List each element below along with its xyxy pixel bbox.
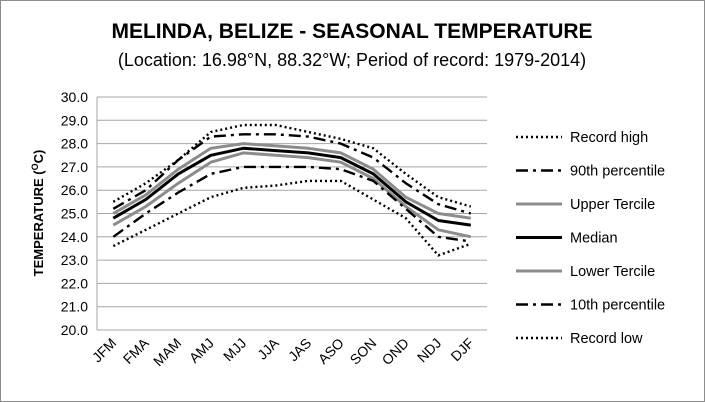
y-tick-label: 29.0 [61,112,88,128]
legend-label: Median [570,231,618,247]
y-tick-label: 28.0 [61,136,88,152]
series-line [112,151,472,239]
y-tick-label: 30.0 [61,89,88,105]
x-tick-label: JJA [254,334,282,362]
x-tick-label: MJJ [220,335,249,364]
y-axis-label-main: TEMPERATURE ( [31,170,46,277]
legend-label: Upper Tercile [570,197,655,213]
y-tick-label: 24.0 [61,229,88,245]
legend-label: Record low [570,331,643,347]
y-tick-label: 21.0 [61,299,88,315]
series-line [112,165,471,243]
x-tick-label: DJF [447,335,476,364]
x-tick-label: OND [379,335,412,368]
legend-label: Lower Tercile [570,264,655,280]
series-line [112,179,472,257]
x-tick-label: NDJ [414,335,445,366]
y-axis-label-tail: C) [31,150,46,164]
x-tick-label: JAS [285,335,314,364]
y-tick-label: 25.0 [61,206,88,222]
series-line [112,142,472,220]
gridlines [96,96,487,331]
series-line [112,146,472,227]
legend-label: 90th percentile [570,164,665,180]
y-tick-label: 23.0 [61,252,88,268]
series-line [112,123,472,208]
y-axis-label: TEMPERATURE (OC) [30,150,46,277]
x-tick-label: ASO [315,335,347,367]
y-tick-label: 20.0 [61,322,88,338]
legend-label: Record high [570,130,648,146]
x-tick-label: SON [347,335,380,368]
legend-label: 10th percentile [570,298,665,314]
y-axis-label-superscript: O [30,163,40,170]
series-lines [112,123,472,257]
chart-subtitle: (Location: 16.98°N, 88.32°W; Period of r… [118,50,586,70]
chart-title: MELINDA, BELIZE - SEASONAL TEMPERATURE [111,20,592,43]
y-axis-ticks: 20.0 21.0 22.0 23.0 24.0 25.0 26.0 27.0 28.0 29.0… [61,89,88,338]
y-tick-label: 27.0 [61,159,88,175]
x-tick-label: FMA [120,334,153,367]
series-line [112,133,472,215]
y-tick-label: 22.0 [61,275,88,291]
x-tick-label: AMJ [186,335,217,366]
x-tick-label: JFM [89,335,120,366]
y-tick-label: 26.0 [61,182,88,198]
legend: Record high 90th percentile Upper Tercile M… [516,130,665,347]
x-tick-label: MAM [150,335,184,369]
